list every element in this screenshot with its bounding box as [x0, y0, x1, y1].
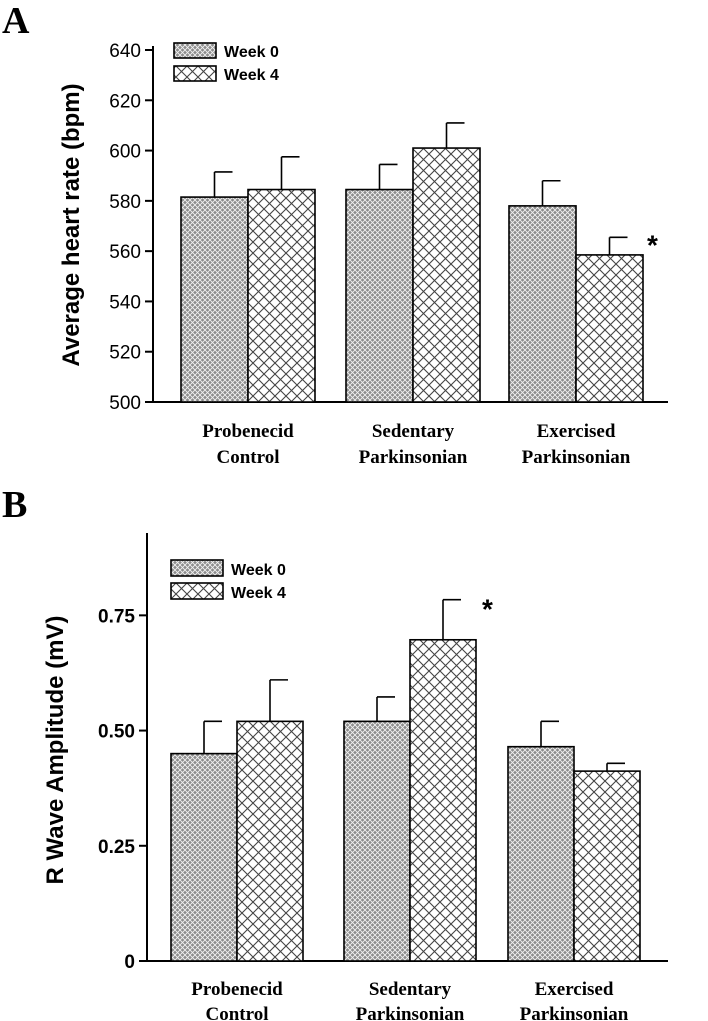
y-tick-label: 0.25 [98, 837, 135, 858]
legend-label: Week 0 [231, 562, 286, 579]
legend-swatch-week0 [170, 559, 224, 577]
bar-week4 [409, 638, 477, 962]
chart-marks: 0 0.25 0.50 0.75 Probenecid Control Sedentary P… [98, 533, 668, 1021]
y-tick-label: 0 [124, 952, 135, 973]
y-tick-label: 520 [109, 343, 141, 364]
y-tick-label: 0.50 [98, 722, 135, 743]
chart-marks: 500 520 540 560 580 600 620 640 Probenecid Contro… [109, 41, 668, 468]
legend-swatch-week0 [173, 42, 217, 59]
x-category-label: Parkinsonian [359, 447, 468, 468]
x-category-label: Control [206, 1004, 269, 1021]
legend-swatch-week4 [173, 65, 217, 82]
legend-label: Week 4 [231, 585, 286, 602]
x-category-label: Parkinsonian [356, 1004, 465, 1021]
y-tick-label: 0.75 [98, 606, 135, 627]
legend: Week 0 Week 4 [173, 42, 279, 84]
bar-week0 [180, 196, 249, 403]
y-axis-label: Average heart rate (bpm) [58, 83, 85, 366]
bar-week0 [508, 205, 577, 403]
x-category-label: Control [217, 447, 280, 468]
y-tick-label: 560 [109, 242, 141, 263]
legend-swatch-week4 [170, 582, 224, 600]
bar-week4 [573, 770, 641, 962]
bar-week0 [170, 752, 238, 962]
bar-week4 [412, 147, 481, 403]
y-tick-label: 600 [109, 142, 141, 163]
x-category-label: Sedentary [369, 979, 452, 1000]
y-tick-label: 640 [109, 41, 141, 62]
bar-week4 [247, 188, 316, 403]
y-tick-label: 500 [109, 393, 141, 414]
panel-letter: A [2, 0, 30, 42]
bar-week4 [575, 254, 644, 403]
y-tick-label: 540 [109, 292, 141, 313]
x-category-label: Parkinsonian [520, 1004, 629, 1021]
legend-label: Week 4 [224, 67, 279, 84]
panel-letter: B [2, 484, 27, 526]
bar-week0 [507, 745, 575, 962]
x-category-label: Probenecid [191, 979, 283, 1000]
x-category-label: Parkinsonian [522, 447, 631, 468]
bar-week4 [236, 720, 304, 962]
y-axis-label: R Wave Amplitude (mV) [42, 616, 69, 885]
y-tick-label: 580 [109, 192, 141, 213]
significance-marker: * [647, 229, 658, 260]
x-category-label: Exercised [535, 979, 614, 1000]
x-category-label: Exercised [537, 421, 616, 442]
panel-b: B R Wave Amplitude (mV) 0 0.25 0.50 0.75 Pro… [2, 484, 668, 1021]
significance-marker: * [482, 594, 493, 625]
legend-label: Week 0 [224, 44, 279, 61]
x-category-label: Sedentary [372, 421, 455, 442]
bar-week0 [343, 720, 411, 962]
y-tick-label: 620 [109, 91, 141, 112]
panel-a: A Average heart rate (bpm) 5005205405605… [2, 0, 668, 468]
legend: Week 0 Week 4 [170, 559, 286, 602]
x-category-label: Probenecid [202, 421, 294, 442]
bar-week0 [345, 188, 414, 403]
